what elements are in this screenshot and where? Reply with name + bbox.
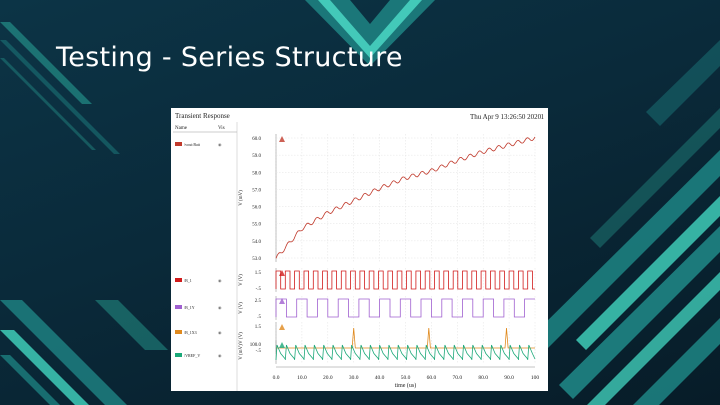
y-tick-label: .5 [257,315,261,320]
y-tick-label: 1.5 [255,325,262,330]
visibility-eye-icon: ◉ [218,142,222,147]
legend-swatch [175,142,182,146]
x-axis: 0.0 10.0 20.0 30.0 40.0 50.0 60.0 70.0 80.0 90.0 1… [273,366,540,389]
y-tick-label: 60.0 [252,137,261,142]
y-tick-label: 100.0 [250,343,262,348]
marker-icon [279,324,285,330]
legend-header-name: Name [175,126,188,131]
series-line [275,298,535,318]
legend-swatch [175,278,182,282]
legend-swatch [175,353,182,357]
x-tick-label: 10.0 [297,375,307,381]
x-tick-label: 90.0 [504,375,514,381]
page-number: 1 [541,113,545,121]
y-tick-label: 53.0 [252,257,261,262]
plot-panels: V (mV)60.059.058.057.056.055.054.053.0V … [239,134,536,364]
x-tick-label: 20.0 [323,375,333,381]
y-tick-label: 59.0 [252,154,261,159]
x-tick-label: 80.0 [478,375,488,381]
y-axis-label: V (mV) [239,344,244,360]
y-tick-label: 58.0 [252,171,261,176]
y-axis-label: V (V) [239,302,244,314]
y-tick-label: 1.5 [255,271,262,276]
y-tick-label: -.5 [256,287,262,292]
y-tick-label: 55.0 [252,223,261,228]
timestamp: Thu Apr 9 13:26:50 2020 [470,113,542,121]
y-tick-label: 2.5 [255,299,262,304]
y-tick-label: 54.0 [252,240,261,245]
x-tick-label: 40.0 [375,375,385,381]
x-tick-label: 30.0 [349,375,359,381]
y-tick-label: -.5 [256,349,262,354]
y-axis-label: V (V) [239,332,244,344]
legend-label: /VREF_V [184,353,200,358]
legend: /vout:Batt ◉ /B_1 ◉ /B_1Y ◉ /B_1X3 ◉ /VREF_V ◉ [175,142,222,358]
series-line [275,270,535,290]
plot-panel: V (mV) 60.0 59.0 58.0 57.0 56.0 55.0 54.0 53.0 [239,134,536,262]
visibility-eye-icon: ◉ [218,278,222,283]
transient-response-plot: Transient Response Thu Apr 9 13:26:50 20… [171,108,548,391]
visibility-eye-icon: ◉ [218,330,222,335]
marker-icon [279,270,285,276]
legend-label: /vout:Batt [184,142,201,147]
x-tick-label: 60.0 [427,375,437,381]
series-line [276,327,535,349]
marker-icon [279,342,285,348]
y-tick-label: 56.0 [252,206,261,211]
x-tick-label: 0.0 [273,375,280,381]
marker-icon [279,136,285,142]
slide-title: Testing - Series Structure [56,42,403,73]
series-line [275,136,536,259]
window-title: Transient Response [175,112,230,120]
legend-swatch [175,330,182,334]
legend-label: /B_1Y [184,305,195,310]
y-axis-label: V (mV) [239,190,244,206]
plot-panel: V (mV) 100.0 [239,340,536,364]
x-tick-label: 50.0 [401,375,411,381]
legend-swatch [175,305,182,309]
legend-label: /B_1X3 [184,330,197,335]
x-tick-label: 100 [531,375,540,381]
y-axis-label: V (V) [239,274,244,286]
y-tick-label: 57.0 [252,188,261,193]
legend-label: /B_1 [184,278,192,283]
simulation-screenshot: Transient Response Thu Apr 9 13:26:50 20… [171,108,548,391]
visibility-eye-icon: ◉ [218,305,222,310]
plot-panel: V (V) 1.5 -.5 [239,268,536,292]
x-axis-label: time (us) [395,382,417,389]
plot-panel: V (V) 1.5 -.5 [239,322,536,354]
x-tick-label: 70.0 [452,375,462,381]
marker-icon [279,298,285,304]
legend-header-vis: Vis [218,126,225,131]
series-line [275,344,536,361]
plot-panel: V (V) 2.5 .5 [239,296,536,320]
visibility-eye-icon: ◉ [218,353,222,358]
